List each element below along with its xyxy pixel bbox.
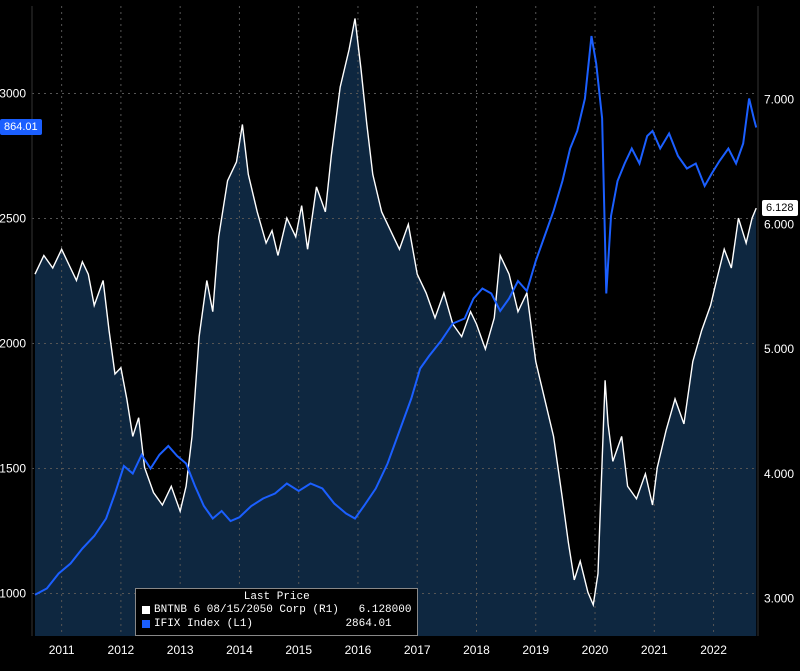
legend-spacer — [253, 617, 345, 631]
legend-value: 2864.01 — [345, 617, 391, 631]
svg-text:2015: 2015 — [285, 643, 312, 657]
svg-text:2019: 2019 — [522, 643, 549, 657]
legend-label: BNTNB 6 08/15/2050 Corp (R1) — [154, 603, 339, 617]
left-axis-current-value: 864.01 — [4, 121, 38, 133]
legend: Last Price BNTNB 6 08/15/2050 Corp (R1) … — [135, 588, 418, 636]
svg-text:2016: 2016 — [345, 643, 372, 657]
svg-text:2022: 2022 — [700, 643, 727, 657]
svg-text:2000: 2000 — [0, 337, 26, 351]
svg-text:2014: 2014 — [226, 643, 253, 657]
svg-text:3.000: 3.000 — [764, 592, 794, 606]
right-axis-current-badge: 6.128 — [762, 200, 798, 216]
right-axis-current-value: 6.128 — [766, 202, 794, 214]
svg-text:7.000: 7.000 — [764, 93, 794, 107]
legend-value: 6.128000 — [359, 603, 412, 617]
legend-spacer — [339, 603, 359, 617]
legend-swatch-icon — [142, 620, 150, 628]
svg-text:6.000: 6.000 — [764, 217, 794, 231]
svg-text:2013: 2013 — [167, 643, 194, 657]
svg-text:2018: 2018 — [463, 643, 490, 657]
svg-text:4.000: 4.000 — [764, 467, 794, 481]
svg-text:2011: 2011 — [49, 643, 75, 657]
svg-text:1500: 1500 — [0, 462, 26, 476]
svg-text:2020: 2020 — [582, 643, 609, 657]
svg-text:5.000: 5.000 — [764, 342, 794, 356]
dual-axis-chart: 1000 1500 2000 2500 3000 3.000 4.000 5.000 6.000… — [0, 0, 800, 671]
legend-row: BNTNB 6 08/15/2050 Corp (R1) 6.128000 — [142, 603, 411, 617]
svg-text:1000: 1000 — [0, 587, 26, 601]
svg-text:2012: 2012 — [108, 643, 135, 657]
chart-svg: 1000 1500 2000 2500 3000 3.000 4.000 5.000 6.000… — [0, 0, 800, 671]
legend-title: Last Price — [142, 591, 411, 603]
legend-swatch-icon — [142, 606, 150, 614]
legend-row: IFIX Index (L1) 2864.01 — [142, 617, 411, 631]
legend-label: IFIX Index (L1) — [154, 617, 253, 631]
svg-text:2017: 2017 — [404, 643, 431, 657]
svg-text:2021: 2021 — [641, 643, 668, 657]
left-axis-current-badge: 864.01 — [0, 119, 42, 135]
svg-text:3000: 3000 — [0, 87, 26, 101]
svg-text:2500: 2500 — [0, 212, 26, 226]
